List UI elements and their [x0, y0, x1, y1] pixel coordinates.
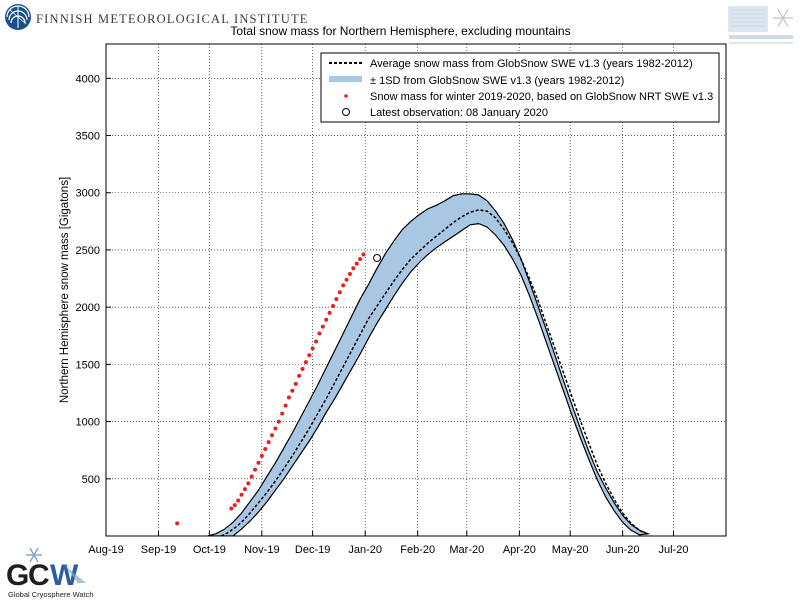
observed-point [320, 324, 325, 329]
y-tick-label: 1000 [76, 417, 100, 429]
y-tick-label: 3500 [76, 131, 100, 143]
x-tick-label: May-20 [552, 544, 589, 556]
observed-point [276, 419, 281, 424]
x-tick-label: Dec-19 [295, 544, 330, 556]
x-tick-label: Mar-20 [449, 544, 484, 556]
legend-entry: ± 1SD from GlobSnow SWE v1.3 (years 1982… [370, 75, 624, 87]
observed-point [256, 460, 261, 465]
observed-point [290, 388, 295, 393]
observed-point [337, 290, 342, 295]
x-tick-label: Nov-19 [244, 544, 279, 556]
observed-point [236, 498, 241, 503]
observed-point [239, 492, 244, 497]
latest-observation-marker [373, 253, 382, 262]
x-tick-label: Sep-19 [141, 544, 176, 556]
snowflake-icon [26, 547, 42, 563]
observed-point [229, 506, 234, 511]
observed-point [175, 521, 180, 526]
observed-point [297, 373, 302, 378]
x-tick-label: Jun-20 [606, 544, 640, 556]
average-line [220, 209, 649, 536]
observed-points [175, 252, 366, 526]
observed-point [354, 261, 359, 266]
chart-title: Total snow mass for Northern Hemisphere,… [230, 24, 571, 38]
observed-point [317, 331, 322, 336]
x-axis: Aug-19 Sep-19 Oct-19 Nov-19 Dec-19 Jan-20 Feb-… [88, 531, 688, 556]
sd-band [207, 193, 651, 536]
observed-point [324, 317, 329, 322]
observed-point [280, 411, 285, 416]
x-tick-label: Aug-19 [88, 544, 123, 556]
observed-point [310, 346, 315, 351]
observed-point [232, 503, 237, 508]
y-tick-label: 2500 [76, 245, 100, 257]
legend-entry: Latest observation: 08 January 2020 [370, 107, 548, 119]
observed-point [300, 366, 305, 371]
legend: Average snow mass from GlobSnow SWE v1.3… [320, 52, 720, 123]
y-tick-label: 2000 [76, 302, 100, 314]
x-tick-label: Oct-19 [193, 544, 226, 556]
observed-point [330, 304, 335, 309]
observed-point [341, 283, 346, 288]
y-axis: 500 1000 1500 2000 2500 3000 3500 4000 [76, 73, 111, 486]
observed-point [270, 433, 275, 438]
fmi-emblem-icon [5, 4, 31, 30]
snowflake-icon [773, 9, 793, 27]
observed-point [303, 360, 308, 365]
institute-name: FINNISH METEOROLOGICAL INSTITUTE [36, 12, 309, 26]
observed-point [259, 453, 264, 458]
observed-point [286, 395, 291, 400]
x-tick-label: Jul-20 [659, 544, 689, 556]
globsnow-logo [727, 4, 797, 48]
observed-point [249, 474, 254, 479]
legend-entry: Average snow mass from GlobSnow SWE v1.3… [370, 58, 693, 70]
observed-point [283, 403, 288, 408]
svg-text:Global Cryosphere Watch: Global Cryosphere Watch [8, 590, 94, 599]
observed-point [347, 271, 352, 276]
legend-band-swatch [329, 76, 362, 82]
y-axis-label: Northern Hemisphere snow mass [Gigatons] [59, 177, 71, 403]
legend-observed-swatch [344, 94, 348, 98]
observed-point [351, 266, 356, 271]
observed-point [246, 481, 251, 486]
observed-point [334, 297, 339, 302]
observed-point [344, 277, 349, 282]
observed-point [314, 339, 319, 344]
fmi-logo: FINNISH METEOROLOGICAL INSTITUTE [4, 3, 307, 33]
observed-point [293, 381, 298, 386]
y-tick-label: 500 [82, 474, 100, 486]
legend-latest-swatch [342, 108, 350, 116]
observed-point [253, 467, 258, 472]
y-tick-label: 4000 [76, 73, 100, 85]
x-tick-label: Feb-20 [400, 544, 435, 556]
legend-box [320, 52, 720, 123]
observed-point [361, 252, 366, 257]
observed-point [358, 257, 363, 262]
plot-frame [105, 43, 727, 537]
y-tick-label: 3000 [76, 188, 100, 200]
gcw-logo: G C W Global Cryosphere Watch [6, 547, 94, 599]
observed-point [263, 447, 268, 452]
svg-text:G: G [6, 559, 29, 592]
legend-entry: Snow mass for winter 2019-2020, based on… [370, 91, 713, 103]
svg-text:C: C [28, 559, 50, 592]
observed-point [242, 487, 247, 492]
observed-point [273, 426, 278, 431]
x-tick-label: Jan-20 [348, 544, 382, 556]
y-tick-label: 1500 [76, 359, 100, 371]
observed-point [266, 440, 271, 445]
observed-point [307, 353, 312, 358]
observed-point [327, 310, 332, 315]
x-tick-label: Apr-20 [503, 544, 536, 556]
